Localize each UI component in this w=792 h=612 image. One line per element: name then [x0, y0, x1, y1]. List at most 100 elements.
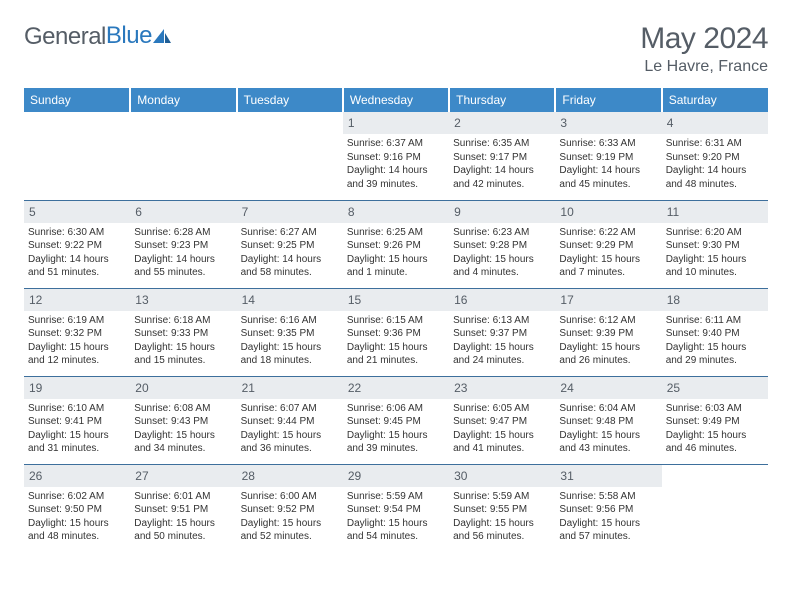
- sunrise-text: Sunrise: 6:13 AM: [453, 314, 551, 328]
- day-number: 29: [343, 465, 449, 487]
- daylight-text: Daylight: 15 hours and 36 minutes.: [241, 429, 339, 456]
- calendar-day-cell: 11Sunrise: 6:20 AMSunset: 9:30 PMDayligh…: [662, 200, 768, 288]
- daylight-text: Daylight: 15 hours and 48 minutes.: [28, 517, 126, 544]
- weekday-header: Saturday: [662, 88, 768, 112]
- calendar-body: 1Sunrise: 6:37 AMSunset: 9:16 PMDaylight…: [24, 112, 768, 552]
- calendar-day-cell: 14Sunrise: 6:16 AMSunset: 9:35 PMDayligh…: [237, 288, 343, 376]
- daylight-text: Daylight: 15 hours and 52 minutes.: [241, 517, 339, 544]
- day-number: 12: [24, 289, 130, 311]
- calendar-day-cell: 9Sunrise: 6:23 AMSunset: 9:28 PMDaylight…: [449, 200, 555, 288]
- day-number: 24: [555, 377, 661, 399]
- sunrise-text: Sunrise: 6:02 AM: [28, 490, 126, 504]
- day-number: 22: [343, 377, 449, 399]
- daylight-text: Daylight: 14 hours and 48 minutes.: [666, 164, 764, 191]
- calendar-day-cell: 20Sunrise: 6:08 AMSunset: 9:43 PMDayligh…: [130, 376, 236, 464]
- day-number: 31: [555, 465, 661, 487]
- day-number: 7: [237, 201, 343, 223]
- sunset-text: Sunset: 9:41 PM: [28, 415, 126, 429]
- daylight-text: Daylight: 15 hours and 7 minutes.: [559, 253, 657, 280]
- sunrise-text: Sunrise: 6:06 AM: [347, 402, 445, 416]
- calendar-week-row: 12Sunrise: 6:19 AMSunset: 9:32 PMDayligh…: [24, 288, 768, 376]
- day-number: 23: [449, 377, 555, 399]
- month-title: May 2024: [640, 22, 768, 56]
- sunset-text: Sunset: 9:50 PM: [28, 503, 126, 517]
- daylight-text: Daylight: 15 hours and 56 minutes.: [453, 517, 551, 544]
- day-number: 20: [130, 377, 236, 399]
- calendar-day-cell: 1Sunrise: 6:37 AMSunset: 9:16 PMDaylight…: [343, 112, 449, 200]
- sunset-text: Sunset: 9:51 PM: [134, 503, 232, 517]
- day-number: 10: [555, 201, 661, 223]
- daylight-text: Daylight: 15 hours and 1 minute.: [347, 253, 445, 280]
- calendar-day-cell: 2Sunrise: 6:35 AMSunset: 9:17 PMDaylight…: [449, 112, 555, 200]
- day-number: 1: [343, 112, 449, 134]
- calendar-day-cell: 26Sunrise: 6:02 AMSunset: 9:50 PMDayligh…: [24, 464, 130, 552]
- weekday-header: Sunday: [24, 88, 130, 112]
- day-number: 21: [237, 377, 343, 399]
- day-number: 13: [130, 289, 236, 311]
- daylight-text: Daylight: 14 hours and 51 minutes.: [28, 253, 126, 280]
- sunset-text: Sunset: 9:56 PM: [559, 503, 657, 517]
- calendar-week-row: 5Sunrise: 6:30 AMSunset: 9:22 PMDaylight…: [24, 200, 768, 288]
- brand-part1: General: [24, 23, 106, 51]
- sunset-text: Sunset: 9:23 PM: [134, 239, 232, 253]
- sunrise-text: Sunrise: 6:07 AM: [241, 402, 339, 416]
- brand-logo: GeneralBlue: [24, 22, 171, 52]
- sunrise-text: Sunrise: 6:27 AM: [241, 226, 339, 240]
- sunrise-text: Sunrise: 5:58 AM: [559, 490, 657, 504]
- daylight-text: Daylight: 15 hours and 21 minutes.: [347, 341, 445, 368]
- sunset-text: Sunset: 9:19 PM: [559, 151, 657, 165]
- sunset-text: Sunset: 9:55 PM: [453, 503, 551, 517]
- header: GeneralBlue May 2024 Le Havre, France: [24, 22, 768, 76]
- daylight-text: Daylight: 14 hours and 55 minutes.: [134, 253, 232, 280]
- daylight-text: Daylight: 15 hours and 39 minutes.: [347, 429, 445, 456]
- sunrise-text: Sunrise: 6:35 AM: [453, 137, 551, 151]
- calendar-day-cell: 30Sunrise: 5:59 AMSunset: 9:55 PMDayligh…: [449, 464, 555, 552]
- daylight-text: Daylight: 14 hours and 45 minutes.: [559, 164, 657, 191]
- daylight-text: Daylight: 15 hours and 50 minutes.: [134, 517, 232, 544]
- calendar-day-cell: 31Sunrise: 5:58 AMSunset: 9:56 PMDayligh…: [555, 464, 661, 552]
- sunset-text: Sunset: 9:54 PM: [347, 503, 445, 517]
- sunrise-text: Sunrise: 6:20 AM: [666, 226, 764, 240]
- sunset-text: Sunset: 9:43 PM: [134, 415, 232, 429]
- sunset-text: Sunset: 9:47 PM: [453, 415, 551, 429]
- daylight-text: Daylight: 15 hours and 34 minutes.: [134, 429, 232, 456]
- sunset-text: Sunset: 9:48 PM: [559, 415, 657, 429]
- sunset-text: Sunset: 9:35 PM: [241, 327, 339, 341]
- sunrise-text: Sunrise: 6:03 AM: [666, 402, 764, 416]
- daylight-text: Daylight: 15 hours and 31 minutes.: [28, 429, 126, 456]
- day-number: 2: [449, 112, 555, 134]
- calendar-day-cell: 25Sunrise: 6:03 AMSunset: 9:49 PMDayligh…: [662, 376, 768, 464]
- brand-part2: Blue: [106, 22, 152, 50]
- sunrise-text: Sunrise: 6:37 AM: [347, 137, 445, 151]
- sunrise-text: Sunrise: 5:59 AM: [347, 490, 445, 504]
- calendar-day-cell: 16Sunrise: 6:13 AMSunset: 9:37 PMDayligh…: [449, 288, 555, 376]
- day-number: 30: [449, 465, 555, 487]
- calendar-table: Sunday Monday Tuesday Wednesday Thursday…: [24, 88, 768, 552]
- day-number: 27: [130, 465, 236, 487]
- day-number: 4: [662, 112, 768, 134]
- calendar-day-cell: 27Sunrise: 6:01 AMSunset: 9:51 PMDayligh…: [130, 464, 236, 552]
- sunrise-text: Sunrise: 6:19 AM: [28, 314, 126, 328]
- weekday-header: Tuesday: [237, 88, 343, 112]
- day-number: 28: [237, 465, 343, 487]
- sunset-text: Sunset: 9:40 PM: [666, 327, 764, 341]
- weekday-header: Friday: [555, 88, 661, 112]
- calendar-day-cell: 4Sunrise: 6:31 AMSunset: 9:20 PMDaylight…: [662, 112, 768, 200]
- day-number: 16: [449, 289, 555, 311]
- calendar-week-row: 26Sunrise: 6:02 AMSunset: 9:50 PMDayligh…: [24, 464, 768, 552]
- sunset-text: Sunset: 9:37 PM: [453, 327, 551, 341]
- calendar-day-cell: 5Sunrise: 6:30 AMSunset: 9:22 PMDaylight…: [24, 200, 130, 288]
- calendar-day-cell: 10Sunrise: 6:22 AMSunset: 9:29 PMDayligh…: [555, 200, 661, 288]
- sunrise-text: Sunrise: 6:30 AM: [28, 226, 126, 240]
- calendar-day-cell: 21Sunrise: 6:07 AMSunset: 9:44 PMDayligh…: [237, 376, 343, 464]
- sunrise-text: Sunrise: 6:05 AM: [453, 402, 551, 416]
- day-number: 5: [24, 201, 130, 223]
- daylight-text: Daylight: 15 hours and 12 minutes.: [28, 341, 126, 368]
- weekday-header: Monday: [130, 88, 236, 112]
- calendar-day-cell: 17Sunrise: 6:12 AMSunset: 9:39 PMDayligh…: [555, 288, 661, 376]
- sunset-text: Sunset: 9:45 PM: [347, 415, 445, 429]
- sunrise-text: Sunrise: 6:18 AM: [134, 314, 232, 328]
- daylight-text: Daylight: 15 hours and 4 minutes.: [453, 253, 551, 280]
- sunset-text: Sunset: 9:26 PM: [347, 239, 445, 253]
- sail-icon: [153, 24, 171, 52]
